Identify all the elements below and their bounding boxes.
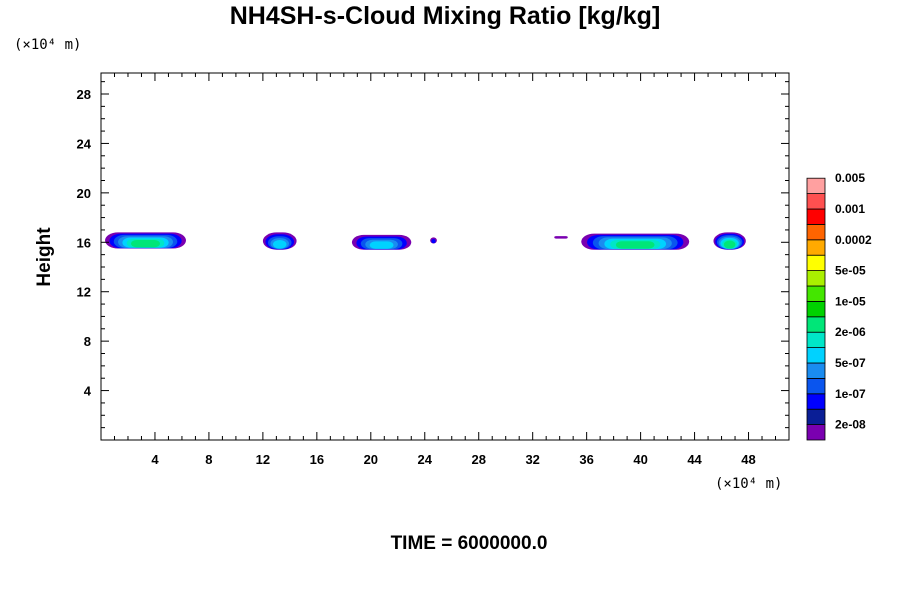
colorbar-swatch — [806, 300, 826, 318]
colorbar-swatch — [806, 270, 826, 287]
x-tick-label: 40 — [633, 452, 647, 467]
colorbar-swatch — [806, 177, 826, 194]
x-tick-label: 20 — [364, 452, 378, 467]
y-tick-label: 8 — [84, 334, 91, 349]
colorbar-label: 5e-07 — [835, 356, 866, 370]
colorbar: 2e-08 1e-07 5e-07 2e-06 1e-05 5e-05 0.0002 0.00… — [806, 171, 872, 441]
cloud-contour — [723, 240, 736, 249]
x-tick-label: 32 — [525, 452, 539, 467]
x-tick-label: 44 — [687, 452, 702, 467]
colorbar-swatch — [806, 316, 826, 333]
x-unit-label: (×10⁴ m) — [715, 476, 782, 492]
cloud-patch — [430, 237, 437, 244]
cloud-patch — [581, 233, 690, 250]
time-label: TIME = 6000000.0 — [391, 533, 548, 554]
chart-title: NH4SH-s-Cloud Mixing Ratio [kg/kg] — [230, 2, 661, 30]
cloud-patch — [351, 234, 412, 250]
colorbar-swatch — [806, 239, 826, 256]
colorbar-labels: 2e-08 1e-07 5e-07 2e-06 1e-05 5e-05 0.0002 0.00… — [835, 171, 872, 431]
colorbar-swatch — [806, 377, 826, 395]
plot-frame — [100, 72, 790, 441]
x-tick-label: 12 — [256, 452, 270, 467]
y-tick-label: 12 — [77, 285, 91, 300]
x-tick-label: 36 — [579, 452, 593, 467]
cloud-patch — [554, 236, 568, 239]
colorbar-swatch — [806, 208, 826, 225]
cloud-contour — [615, 241, 655, 249]
colorbar-swatch — [806, 347, 826, 364]
colorbar-swatch — [806, 393, 826, 410]
colorbar-label: 0.005 — [835, 171, 865, 185]
colorbar-swatch — [806, 285, 826, 302]
cloud-contour — [369, 241, 394, 249]
colorbar-swatch — [806, 408, 826, 426]
y-tick-label: 28 — [77, 87, 91, 102]
colorbar-swatch — [806, 193, 826, 210]
x-tick-label: 48 — [741, 452, 755, 467]
cloud-patches — [105, 232, 746, 250]
colorbar-swatch — [806, 254, 826, 271]
cloud-contour — [554, 236, 568, 239]
cloud-patch — [262, 232, 297, 250]
colorbar-label: 5e-05 — [835, 264, 866, 278]
cloud-contour — [273, 240, 287, 249]
colorbar-label: 1e-07 — [835, 387, 866, 401]
colorbar-label: 2e-06 — [835, 325, 866, 339]
colorbar-label: 2e-08 — [835, 418, 866, 432]
cloud-patch — [713, 232, 746, 250]
y-tick-label: 24 — [77, 136, 92, 151]
x-tick-label: 24 — [418, 452, 433, 467]
colorbar-swatch — [806, 424, 826, 441]
y-tick-label: 16 — [77, 235, 91, 250]
y-tick-label: 4 — [84, 384, 92, 399]
cloud-contour — [431, 239, 436, 244]
colorbar-label: 0.001 — [835, 202, 865, 216]
cloud-contour — [131, 239, 160, 248]
cloud-patch — [105, 232, 186, 249]
x-tick-label: 28 — [471, 452, 485, 467]
colorbar-label: 0.0002 — [835, 233, 872, 247]
y-tick-label: 20 — [77, 186, 91, 201]
x-tick-label: 16 — [310, 452, 324, 467]
x-axis-ticks: 4 8 12 16 20 24 28 32 36 40 44 48 — [113, 73, 777, 467]
x-tick-label: 4 — [151, 452, 159, 467]
y-unit-label: (×10⁴ m) — [14, 37, 81, 53]
x-tick-label: 8 — [205, 452, 212, 467]
y-axis-label: Height — [34, 227, 55, 287]
y-axis-ticks: 4 8 12 16 20 24 28 — [77, 81, 789, 429]
colorbar-swatches — [806, 177, 826, 441]
colorbar-swatch — [806, 223, 826, 241]
colorbar-swatch — [806, 362, 826, 379]
colorbar-label: 1e-05 — [835, 294, 866, 308]
colorbar-swatch — [806, 331, 826, 349]
